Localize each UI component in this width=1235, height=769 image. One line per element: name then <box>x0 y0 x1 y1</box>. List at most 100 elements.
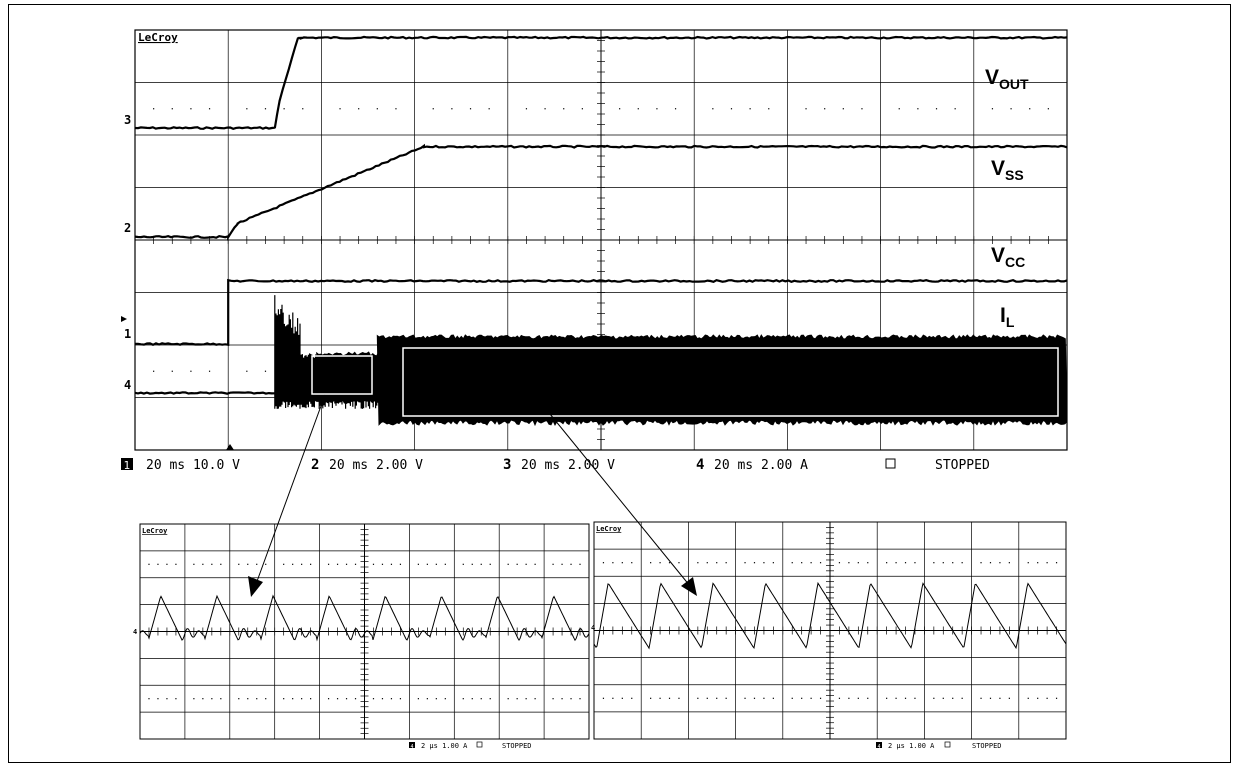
zoom-left-grid-dot <box>381 563 384 565</box>
zoom-left-grid-dot <box>193 698 195 700</box>
zoom-left-grid-dot <box>552 698 554 700</box>
main-grid-dot <box>171 108 173 110</box>
zoom-right-grid-dot <box>1046 562 1048 564</box>
zoom-left-grid-dot <box>211 563 213 565</box>
zoom-right-status-ch: 4 <box>878 744 881 750</box>
main-grid-dot <box>283 108 285 110</box>
trace-vss <box>134 143 1068 241</box>
zoom-right-grid-dot <box>1037 562 1039 564</box>
zoom-right-grid-dot <box>668 562 671 564</box>
zoom-right-grid-dot <box>1008 697 1010 699</box>
ch3-status: 20 ms 2.00 V <box>521 458 615 473</box>
zoom-right-grid-dot <box>1027 562 1029 564</box>
figure-border <box>8 4 1231 763</box>
main-stopped-status: STOPPED <box>935 458 990 473</box>
main-grid-dot <box>954 108 956 110</box>
main-grid-dot <box>768 108 770 110</box>
zoom-left-waveform <box>139 594 590 642</box>
zoom-left-grid-dot <box>534 698 536 700</box>
zoom-left-grid-dot <box>579 563 581 565</box>
zoom-left-grid-dot <box>211 698 213 700</box>
zoom-right-grid-dot <box>999 697 1001 699</box>
zoom-left-grid-dot <box>426 698 428 700</box>
zoom-left-grid-dot <box>247 563 249 565</box>
main-grid-dot <box>581 108 583 110</box>
zoom-right-grid-dot <box>602 697 605 699</box>
trigger-marker <box>121 316 127 322</box>
main-grid-dot <box>208 370 211 372</box>
zoom-right-grid-dot <box>942 562 944 564</box>
zoom-left-grid-dot <box>516 563 518 565</box>
main-grid-dot <box>264 108 267 110</box>
zoom-left-brand: LeCroy <box>142 527 168 535</box>
zoom-right-grid-dot <box>725 562 727 564</box>
zoom-callouts <box>248 394 697 597</box>
zoom-right-grid-dot <box>1055 697 1058 699</box>
zoom-left-scope: LeCroy 4 4 2 μs 1.00 A STOPPED <box>133 523 590 750</box>
zoom-left-grid-dot <box>444 563 446 565</box>
main-grid-dot <box>861 108 863 110</box>
zoom-right-selection-box <box>402 347 1059 417</box>
zoom-left-grid-dot <box>561 563 563 565</box>
zoom-left-grid-dot <box>202 563 204 565</box>
main-grid-dot <box>824 108 826 110</box>
zoom-right-status: 2 μs 1.00 A <box>888 742 935 750</box>
main-grid-dot <box>1047 108 1049 110</box>
zoom-right-grid-dot <box>819 562 822 564</box>
ch1-status: 20 ms 10.0 V <box>146 458 240 473</box>
zoom-left-grid-dot <box>292 698 294 700</box>
main-grid-dot <box>339 108 341 110</box>
main-grid-dot <box>1029 108 1031 110</box>
main-grid-dot <box>674 108 677 110</box>
zoom-right-grid-dot <box>914 697 916 699</box>
zoom-left-grid-dot <box>345 698 348 700</box>
vcc-label: VCC <box>991 244 1025 270</box>
trace-il-envelope <box>376 334 1068 427</box>
zoom-right-grid <box>593 521 1067 740</box>
zoom-left-grid-dot <box>390 698 393 700</box>
zoom-left-grid-dot <box>399 563 402 565</box>
main-grid-dot <box>432 108 434 110</box>
svg-text:VSS: VSS <box>991 157 1024 183</box>
zoom-right-grid-dot <box>763 697 765 699</box>
main-grid-dot <box>935 108 938 110</box>
zoom-left-grid-dot <box>301 698 303 700</box>
zoom-right-grid-dot <box>725 697 727 699</box>
zoom-right-grid-dot <box>772 697 774 699</box>
zoom-right-status-square-icon <box>944 741 951 748</box>
trace-il-envelope-early <box>316 351 383 404</box>
zoom-left-grid-dot <box>157 698 159 700</box>
main-grid-dot <box>637 108 639 110</box>
zoom-right-grid-dot <box>753 697 756 699</box>
zoom-left-grid-dot <box>354 563 357 565</box>
main-grid-dot <box>208 108 211 110</box>
zoom-left-grid-dot <box>534 563 536 565</box>
main-grid-dot <box>190 370 192 372</box>
zoom-right-grid-dot <box>848 562 850 564</box>
ch1-status-box <box>121 458 133 470</box>
zoom-left-grid-dot <box>175 563 177 565</box>
zoom-left-arrowhead <box>248 576 263 597</box>
zoom-left-selection-box <box>311 355 373 395</box>
zoom-right-grid-dot <box>744 697 746 699</box>
ch1-status-num: 1 <box>124 459 131 472</box>
trace-il-off <box>134 391 275 395</box>
zoom-right-status-box <box>876 742 882 748</box>
zoom-left-grid-dot <box>471 698 473 700</box>
zoom-right-grid-dot <box>980 697 982 699</box>
zoom-left-grid-dot <box>292 563 294 565</box>
main-grid-dot <box>544 108 546 110</box>
zoom-right-grid-dot <box>848 697 850 699</box>
zoom-right-grid-dot <box>904 697 907 699</box>
zoom-right-grid-dot <box>650 697 652 699</box>
zoom-left-grid-dot <box>399 698 402 700</box>
main-grid-dot <box>264 370 267 372</box>
zoom-left-grid-dot <box>202 698 204 700</box>
main-grid-dot <box>749 108 751 110</box>
zoom-right-marker: 4 <box>591 624 595 632</box>
main-grid-dot <box>991 108 994 110</box>
zoom-left-grid-dot <box>552 563 554 565</box>
ch1-marker: 1 <box>124 327 131 341</box>
svg-text:VCC: VCC <box>991 244 1025 270</box>
ch3-marker: 3 <box>124 113 131 127</box>
